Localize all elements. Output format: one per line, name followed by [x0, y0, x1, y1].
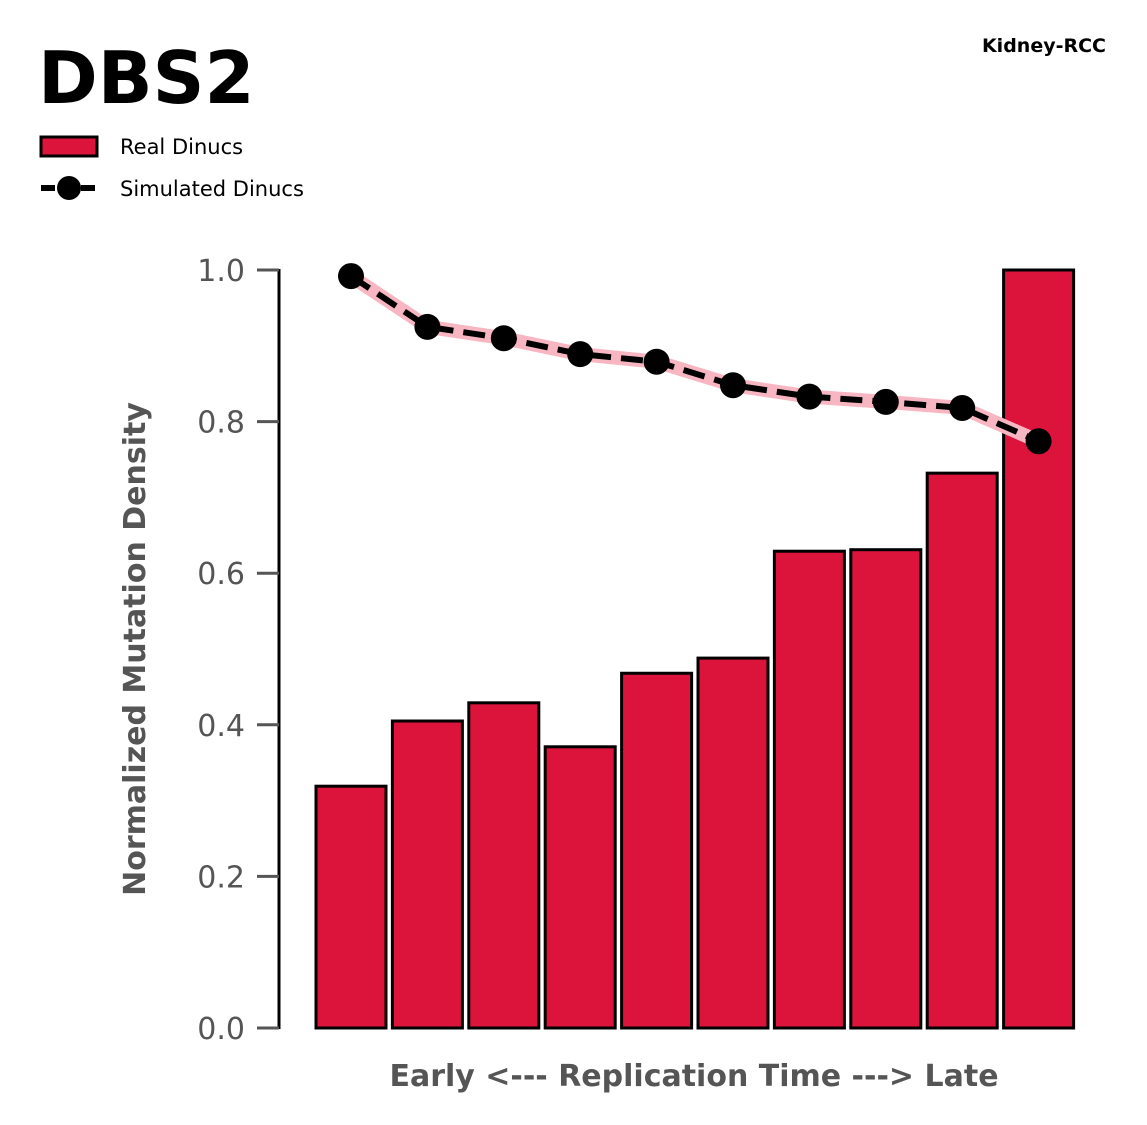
bar-real-dinucs-9	[925, 471, 999, 1030]
legend-label-simulated-dinucs: Simulated Dinucs	[120, 177, 304, 201]
simulated-band	[347, 270, 1042, 448]
bar-real-dinucs-6	[696, 656, 770, 1030]
y-ticks: 0.0 0.2 0.4 0.6 0.8 1.0	[197, 254, 279, 1047]
x-axis-label: Early <--- Replication Time ---> Late	[389, 1059, 998, 1094]
bar-real-dinucs-5	[620, 671, 694, 1030]
point-simulated-dinucs-10	[1025, 428, 1052, 455]
simulated-line	[338, 263, 1052, 455]
y-tick-label: 0.2	[197, 860, 245, 895]
point-simulated-dinucs-7	[796, 383, 823, 410]
y-tick-label: 0.8	[197, 406, 245, 441]
chart-title: DBS2	[38, 36, 255, 120]
point-simulated-dinucs-5	[643, 348, 670, 375]
point-simulated-dinucs-6	[720, 372, 746, 399]
legend-marker-simulated-dinucs	[57, 176, 81, 200]
bar-real-dinucs-3	[467, 701, 541, 1030]
bar-real-dinucs-8	[849, 548, 923, 1030]
point-simulated-dinucs-8	[872, 388, 899, 415]
y-tick-label: 0.0	[197, 1012, 245, 1047]
legend: Real Dinucs Simulated Dinucs	[39, 135, 304, 201]
simulated-dashed-line	[349, 273, 1040, 445]
y-tick-label: 0.4	[197, 709, 245, 744]
bar-real-dinucs-4	[543, 745, 617, 1030]
point-simulated-dinucs-2	[414, 313, 441, 340]
point-simulated-dinucs-1	[338, 263, 364, 290]
point-simulated-dinucs-3	[490, 325, 517, 352]
point-simulated-dinucs-4	[567, 341, 594, 368]
bar-real-dinucs-1	[314, 784, 388, 1030]
chart-subtitle: Kidney-RCC	[982, 35, 1106, 57]
y-tick-label: 1.0	[197, 254, 245, 289]
bars	[314, 268, 1076, 1030]
legend-swatch-real-dinucs	[39, 135, 99, 158]
point-simulated-dinucs-9	[949, 394, 976, 421]
bar-real-dinucs-7	[772, 549, 846, 1030]
y-axis-label: Normalized Mutation Density	[118, 402, 153, 896]
bar-real-dinucs-2	[390, 719, 464, 1030]
legend-label-real-dinucs: Real Dinucs	[120, 135, 243, 159]
y-tick-label: 0.6	[197, 557, 245, 592]
bar-real-dinucs-10	[1002, 268, 1076, 1030]
